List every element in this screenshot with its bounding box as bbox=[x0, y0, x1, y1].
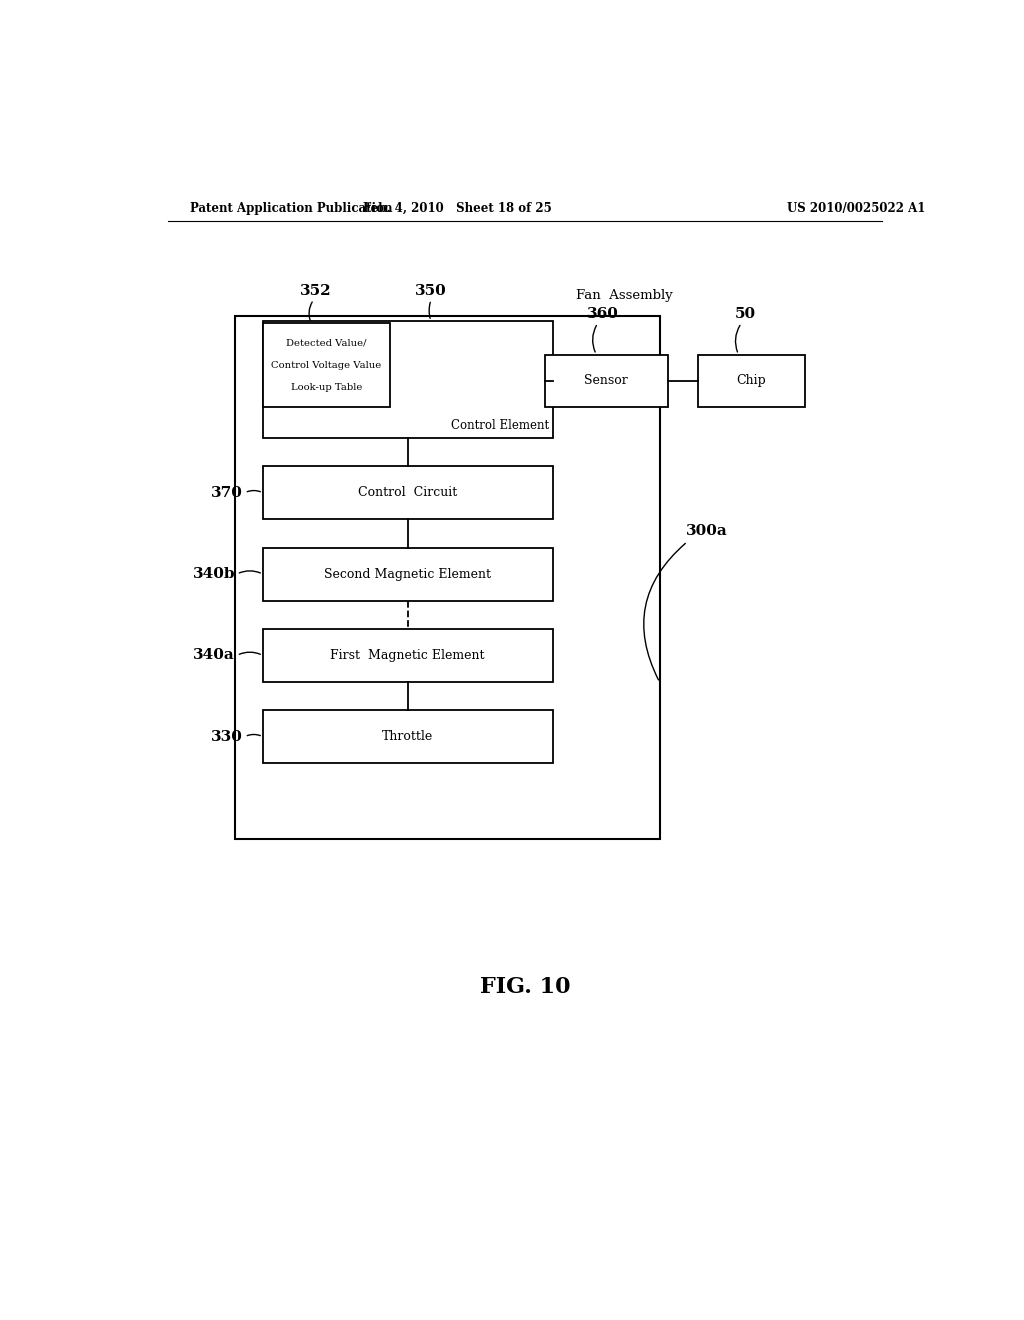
Text: Look-up Table: Look-up Table bbox=[291, 383, 362, 392]
Bar bbox=[263, 630, 553, 682]
Bar bbox=[236, 315, 659, 840]
Text: Patent Application Publication: Patent Application Publication bbox=[189, 202, 392, 215]
Text: 352: 352 bbox=[300, 284, 332, 297]
Text: Control Element: Control Element bbox=[452, 418, 550, 432]
Bar bbox=[263, 321, 553, 438]
Bar bbox=[263, 548, 553, 601]
Bar bbox=[545, 355, 668, 408]
Text: 370: 370 bbox=[211, 486, 243, 500]
Bar bbox=[263, 323, 390, 408]
Text: Throttle: Throttle bbox=[382, 730, 433, 743]
Text: Chip: Chip bbox=[736, 375, 766, 388]
Text: 330: 330 bbox=[211, 730, 243, 743]
Text: Sensor: Sensor bbox=[585, 375, 628, 388]
Text: 350: 350 bbox=[416, 284, 447, 297]
Text: 360: 360 bbox=[587, 308, 618, 321]
Text: 340a: 340a bbox=[194, 648, 236, 663]
Text: 340b: 340b bbox=[193, 568, 236, 581]
Text: Fan  Assembly: Fan Assembly bbox=[577, 289, 673, 302]
Text: Feb. 4, 2010   Sheet 18 of 25: Feb. 4, 2010 Sheet 18 of 25 bbox=[362, 202, 552, 215]
Text: Second Magnetic Element: Second Magnetic Element bbox=[325, 568, 492, 581]
Text: First  Magnetic Element: First Magnetic Element bbox=[331, 649, 485, 661]
Bar bbox=[697, 355, 805, 408]
Text: US 2010/0025022 A1: US 2010/0025022 A1 bbox=[787, 202, 926, 215]
Text: FIG. 10: FIG. 10 bbox=[479, 975, 570, 998]
Text: 300a: 300a bbox=[686, 524, 728, 537]
Bar bbox=[263, 710, 553, 763]
Text: Control  Circuit: Control Circuit bbox=[358, 486, 458, 499]
Text: 50: 50 bbox=[735, 308, 756, 321]
Text: Detected Value/: Detected Value/ bbox=[286, 338, 367, 347]
Text: Control Voltage Value: Control Voltage Value bbox=[271, 360, 382, 370]
Bar bbox=[263, 466, 553, 519]
